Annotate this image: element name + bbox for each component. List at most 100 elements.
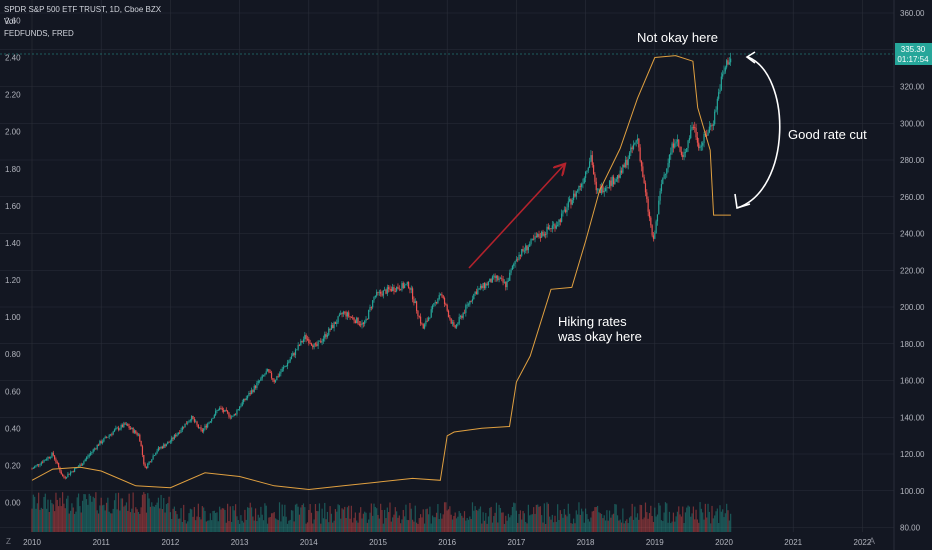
volume-bar <box>587 519 589 532</box>
candle-body <box>336 322 338 324</box>
volume-bar <box>724 513 726 532</box>
left-tick-label: 0.00 <box>5 499 21 508</box>
legend-symbol[interactable]: SPDR S&P 500 ETF TRUST, 1D, Cboe BZX <box>4 5 162 14</box>
candle-body <box>140 440 142 447</box>
candle-body <box>71 471 73 473</box>
candle-body <box>650 217 652 226</box>
volume-bar <box>534 513 536 532</box>
candle-body <box>475 291 478 295</box>
volume-bar <box>390 521 392 532</box>
volume-bar <box>338 505 341 532</box>
candle-body <box>51 452 53 458</box>
left-tick-label: 0.40 <box>5 424 21 433</box>
candle-body <box>443 298 446 304</box>
candle-body <box>100 441 102 444</box>
legend-volume[interactable]: Vol <box>4 17 16 26</box>
volume-bar <box>366 522 368 532</box>
candle-body <box>509 272 511 281</box>
volume-bar <box>723 517 725 532</box>
candle-body <box>306 338 309 340</box>
candle-body <box>557 225 559 226</box>
volume-bar <box>441 518 443 532</box>
candle-body <box>679 146 681 152</box>
rate-cut-arrowhead-bottom <box>734 193 751 210</box>
candle-body <box>101 441 104 444</box>
candle-body <box>197 424 199 428</box>
volume-bar <box>151 502 153 532</box>
volume-bar <box>337 504 339 532</box>
volume-bar <box>306 522 309 532</box>
candle-body <box>143 454 145 464</box>
volume-bar <box>711 505 713 532</box>
candle-body <box>229 416 231 418</box>
candle-body <box>626 159 628 166</box>
candle-body <box>181 426 183 431</box>
candle-body <box>718 92 720 99</box>
volume-bar <box>52 504 54 532</box>
volume-bar <box>128 493 130 532</box>
volume-bar <box>655 516 657 532</box>
volume-bar <box>216 512 218 532</box>
candle-body <box>196 421 198 425</box>
legend-fedfunds[interactable]: FEDFUNDS, FRED <box>4 29 74 38</box>
candle-body <box>282 367 285 369</box>
volume-bar <box>503 523 506 532</box>
candle-body <box>380 291 382 294</box>
candle-body <box>187 422 189 424</box>
candle-body <box>316 344 318 346</box>
candle-body <box>274 380 277 382</box>
right-tick-label: 320.00 <box>900 83 925 92</box>
candle-body <box>538 233 540 237</box>
candle-body <box>628 152 631 159</box>
candle-body <box>570 199 572 205</box>
volume-bar <box>281 504 283 532</box>
candle-body <box>322 338 325 342</box>
candle-body <box>277 376 279 378</box>
candle-body <box>541 231 543 238</box>
left-tick-label: 1.60 <box>5 202 21 211</box>
candle-body <box>674 143 676 148</box>
volume-bar <box>694 519 696 532</box>
candle-body <box>671 143 673 153</box>
candle-body <box>458 316 460 324</box>
candle-body <box>308 338 310 344</box>
rate-cut-curve-arrow <box>736 56 781 209</box>
x-tick-label: 2010 <box>23 538 41 547</box>
volume-bar <box>525 521 527 532</box>
candle-body <box>147 463 149 468</box>
candle-body <box>289 359 291 362</box>
volume-bar <box>554 515 556 532</box>
candle-body <box>131 427 133 429</box>
candle-body <box>591 155 593 166</box>
volume-bar <box>393 514 395 532</box>
candle-body <box>175 434 177 437</box>
volume-bar <box>79 506 81 532</box>
volume-bar <box>203 507 205 532</box>
candle-body <box>554 224 556 229</box>
auto-scale-icon[interactable]: A <box>869 536 876 546</box>
volume-bar <box>62 492 64 532</box>
volume-bar <box>105 502 108 532</box>
candle-body <box>87 456 89 458</box>
volume-bar <box>328 522 330 532</box>
candle-body <box>128 426 130 429</box>
volume-bar <box>132 492 134 532</box>
volume-bar <box>557 504 559 532</box>
volume-bar <box>113 500 116 532</box>
volume-bar <box>112 508 114 532</box>
volume-bar <box>505 515 507 532</box>
candle-body <box>723 71 725 75</box>
volume-bar <box>333 520 335 532</box>
timezone-icon[interactable]: Z <box>6 537 11 546</box>
candle-body <box>702 142 704 146</box>
candle-body <box>481 285 483 288</box>
candle-body <box>52 452 54 456</box>
volume-bar <box>650 505 652 532</box>
annotation-hiking-line1: Hiking rates <box>558 314 627 329</box>
candle-body <box>517 259 519 261</box>
candle-body <box>67 473 69 478</box>
volume-bar <box>92 496 94 532</box>
candle-body <box>435 301 438 304</box>
volume-bar <box>458 511 460 532</box>
